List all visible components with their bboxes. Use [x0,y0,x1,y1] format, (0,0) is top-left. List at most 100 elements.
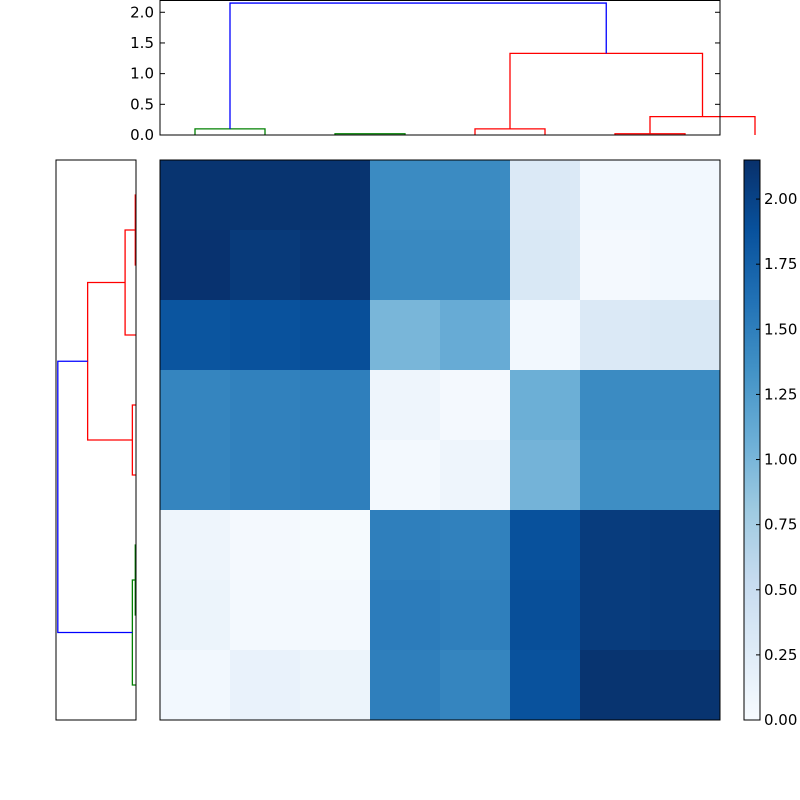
heatmap-cell [370,440,441,511]
heatmap-cell [440,370,511,441]
heatmap-cell [510,650,581,721]
heatmap-cell [510,160,581,231]
heatmap-cell [300,580,371,651]
top-dendrogram-ytick-label: 0.5 [130,95,154,113]
heatmap-cell [440,300,511,371]
heatmap-cell [370,370,441,441]
heatmap-cell [440,580,511,651]
left-dendrogram-link-6 [57,360,133,634]
heatmap-cell [230,370,301,441]
left-dendrogram-link-5 [131,579,136,686]
heatmap-cell [510,230,581,301]
colorbar-tick-label: 1.00 [764,451,797,469]
top-dendrogram-ytick-label: 1.0 [130,65,154,83]
heatmap-cell [440,510,511,581]
heatmap-cell [580,230,651,301]
heatmap-cell [370,300,441,371]
heatmap-cell [580,160,651,231]
heatmap-cell [160,160,231,231]
heatmap-cell [160,580,231,651]
heatmap-cell [440,650,511,721]
heatmap-cell [230,160,301,231]
heatmap-cell [510,370,581,441]
heatmap-cell [650,510,721,581]
heatmap-cell [440,230,511,301]
heatmap-cell [510,440,581,511]
colorbar-tick-label: 0.75 [764,516,797,534]
colorbar: 0.00 0.25 0.50 0.75 1.00 1.25 1.50 1.75 2.00 [743,159,797,729]
heatmap-cell [300,160,371,231]
heatmap-cell [580,580,651,651]
heatmap-cell [230,650,301,721]
heatmap [159,159,721,721]
heatmap-cell [230,300,301,371]
heatmap-cell [370,580,441,651]
colorbar-tick-label: 0.25 [764,646,797,664]
heatmap-cell [580,440,651,511]
heatmap-cell [650,230,721,301]
top-dendrogram-ytick-label: 0.0 [130,126,154,144]
heatmap-cell [300,370,371,441]
top-dendrogram-ytick-label: 2.0 [130,3,154,21]
colorbar-tick-label: 1.25 [764,385,797,403]
top-dendrogram-link-5 [509,52,704,129]
left-dendrogram [55,159,137,721]
heatmap-cell [300,300,371,371]
heatmap-cell [230,440,301,511]
colorbar-tick-label: 1.50 [764,320,797,338]
heatmap-cell [580,370,651,441]
top-dendrogram-link-4 [649,115,756,135]
heatmap-cell [650,440,721,511]
colorbar-gradient [744,160,760,720]
left-dendrogram-frame [55,159,137,721]
heatmap-cell [300,440,371,511]
heatmap-cell [580,300,651,371]
heatmap-cell [300,650,371,721]
heatmap-cell [230,510,301,581]
heatmap-cell [160,440,231,511]
colorbar-tick-label: 1.75 [764,255,797,273]
heatmap-cell [510,580,581,651]
heatmap-cell [230,230,301,301]
heatmap-cell [370,230,441,301]
heatmap-cell [230,580,301,651]
colorbar-tick-label: 0.50 [764,581,797,599]
heatmap-cell [510,300,581,371]
top-dendrogram-link-0 [194,128,266,135]
heatmap-cell [580,510,651,581]
colorbar-tick-label: 2.00 [764,190,797,208]
heatmap-cell [300,510,371,581]
top-dendrogram-ytick-label: 1.5 [130,34,154,52]
heatmap-cell [160,300,231,371]
heatmap-cell [650,580,721,651]
top-dendrogram: 0.0 0.5 1.0 1.5 2.0 [130,0,756,144]
heatmap-cell [650,370,721,441]
left-dendrogram-link-3 [86,281,133,441]
heatmap-cell [300,230,371,301]
colorbar-tick-label: 0.00 [764,711,797,729]
heatmap-cell [440,440,511,511]
left-dendrogram-link-2 [131,404,136,476]
heatmap-cell [160,650,231,721]
heatmap-cell [580,650,651,721]
heatmap-cell [650,650,721,721]
heatmap-cell [160,510,231,581]
heatmap-cell [160,370,231,441]
top-dendrogram-frame [159,0,721,136]
heatmap-cell [440,160,511,231]
top-dendrogram-link-1 [334,133,406,135]
heatmap-cell [160,230,231,301]
top-dendrogram-link-3 [614,133,686,135]
heatmap-cell [370,160,441,231]
left-dendrogram-link-1 [124,229,136,336]
colorbar-frame [743,159,761,721]
top-dendrogram-link-6 [229,2,607,129]
heatmap-frame [159,159,721,721]
heatmap-cell [650,300,721,371]
heatmap-cell [370,510,441,581]
top-dendrogram-link-2 [474,128,546,135]
heatmap-cell [510,510,581,581]
heatmap-cell [370,650,441,721]
heatmap-cell [650,160,721,231]
